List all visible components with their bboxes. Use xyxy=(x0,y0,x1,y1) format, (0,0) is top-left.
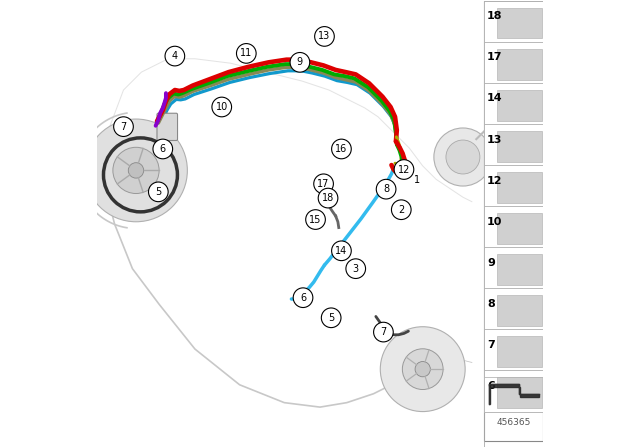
Text: 18: 18 xyxy=(322,193,334,203)
Text: 9: 9 xyxy=(487,258,495,268)
Text: 17: 17 xyxy=(317,179,330,189)
Circle shape xyxy=(128,163,144,178)
Text: 12: 12 xyxy=(487,176,502,185)
Bar xyxy=(484,1,543,42)
Circle shape xyxy=(290,52,310,72)
Text: 6: 6 xyxy=(487,381,495,391)
Bar xyxy=(484,289,543,329)
Bar xyxy=(497,49,541,80)
Text: 11: 11 xyxy=(240,48,252,58)
Text: 5: 5 xyxy=(328,313,334,323)
Text: 10: 10 xyxy=(487,217,502,227)
Text: 7: 7 xyxy=(487,340,495,350)
Text: 5: 5 xyxy=(156,187,161,197)
Text: 7: 7 xyxy=(120,122,127,132)
Circle shape xyxy=(376,179,396,199)
Bar xyxy=(497,378,541,408)
Text: 8: 8 xyxy=(487,299,495,309)
Circle shape xyxy=(293,288,313,307)
Text: 15: 15 xyxy=(309,215,322,224)
Bar xyxy=(497,295,541,326)
Circle shape xyxy=(315,26,334,46)
Text: 2: 2 xyxy=(398,205,404,215)
Circle shape xyxy=(415,362,430,377)
Circle shape xyxy=(380,327,465,412)
Circle shape xyxy=(212,97,232,117)
Circle shape xyxy=(84,119,188,222)
Text: 16: 16 xyxy=(335,144,348,154)
Bar xyxy=(497,90,541,121)
Bar xyxy=(484,370,543,412)
Circle shape xyxy=(332,241,351,261)
Text: 17: 17 xyxy=(487,52,502,62)
Text: 7: 7 xyxy=(380,327,387,337)
Bar xyxy=(497,172,541,203)
Circle shape xyxy=(321,308,341,327)
Text: 10: 10 xyxy=(216,102,228,112)
Text: 14: 14 xyxy=(487,94,502,103)
FancyBboxPatch shape xyxy=(157,113,177,141)
Circle shape xyxy=(113,147,159,194)
Polygon shape xyxy=(321,175,330,202)
Bar xyxy=(484,377,543,412)
Circle shape xyxy=(346,259,365,279)
Circle shape xyxy=(306,210,325,229)
Bar xyxy=(497,336,541,367)
Circle shape xyxy=(165,46,185,66)
Text: 12: 12 xyxy=(398,164,410,175)
Bar xyxy=(484,329,543,370)
Text: 8: 8 xyxy=(383,184,389,194)
Text: 13: 13 xyxy=(487,134,502,145)
Bar xyxy=(484,124,543,165)
Bar xyxy=(497,254,541,285)
Circle shape xyxy=(314,174,333,194)
Circle shape xyxy=(374,322,393,342)
Circle shape xyxy=(332,139,351,159)
Text: 6: 6 xyxy=(160,144,166,154)
Bar xyxy=(484,247,543,289)
Text: 1: 1 xyxy=(414,175,420,185)
Circle shape xyxy=(446,140,480,174)
Bar xyxy=(484,1,543,440)
Circle shape xyxy=(318,188,338,208)
Bar xyxy=(497,131,541,162)
Text: 14: 14 xyxy=(335,246,348,256)
Bar xyxy=(484,42,543,83)
Text: 13: 13 xyxy=(318,31,331,41)
Text: 18: 18 xyxy=(487,11,502,22)
Circle shape xyxy=(237,43,256,63)
Text: 3: 3 xyxy=(353,264,359,274)
Bar xyxy=(484,83,543,124)
Circle shape xyxy=(394,159,414,179)
Polygon shape xyxy=(489,383,539,404)
Circle shape xyxy=(403,349,443,389)
Circle shape xyxy=(153,139,173,159)
Circle shape xyxy=(148,182,168,202)
Bar xyxy=(484,165,543,206)
Text: 9: 9 xyxy=(297,57,303,67)
Text: 6: 6 xyxy=(300,293,306,303)
Circle shape xyxy=(114,117,133,137)
Circle shape xyxy=(392,200,411,220)
Circle shape xyxy=(434,128,492,186)
Bar xyxy=(497,213,541,244)
Text: 456365: 456365 xyxy=(497,418,531,427)
Bar xyxy=(497,8,541,39)
Text: 4: 4 xyxy=(172,51,178,61)
Bar xyxy=(484,206,543,247)
